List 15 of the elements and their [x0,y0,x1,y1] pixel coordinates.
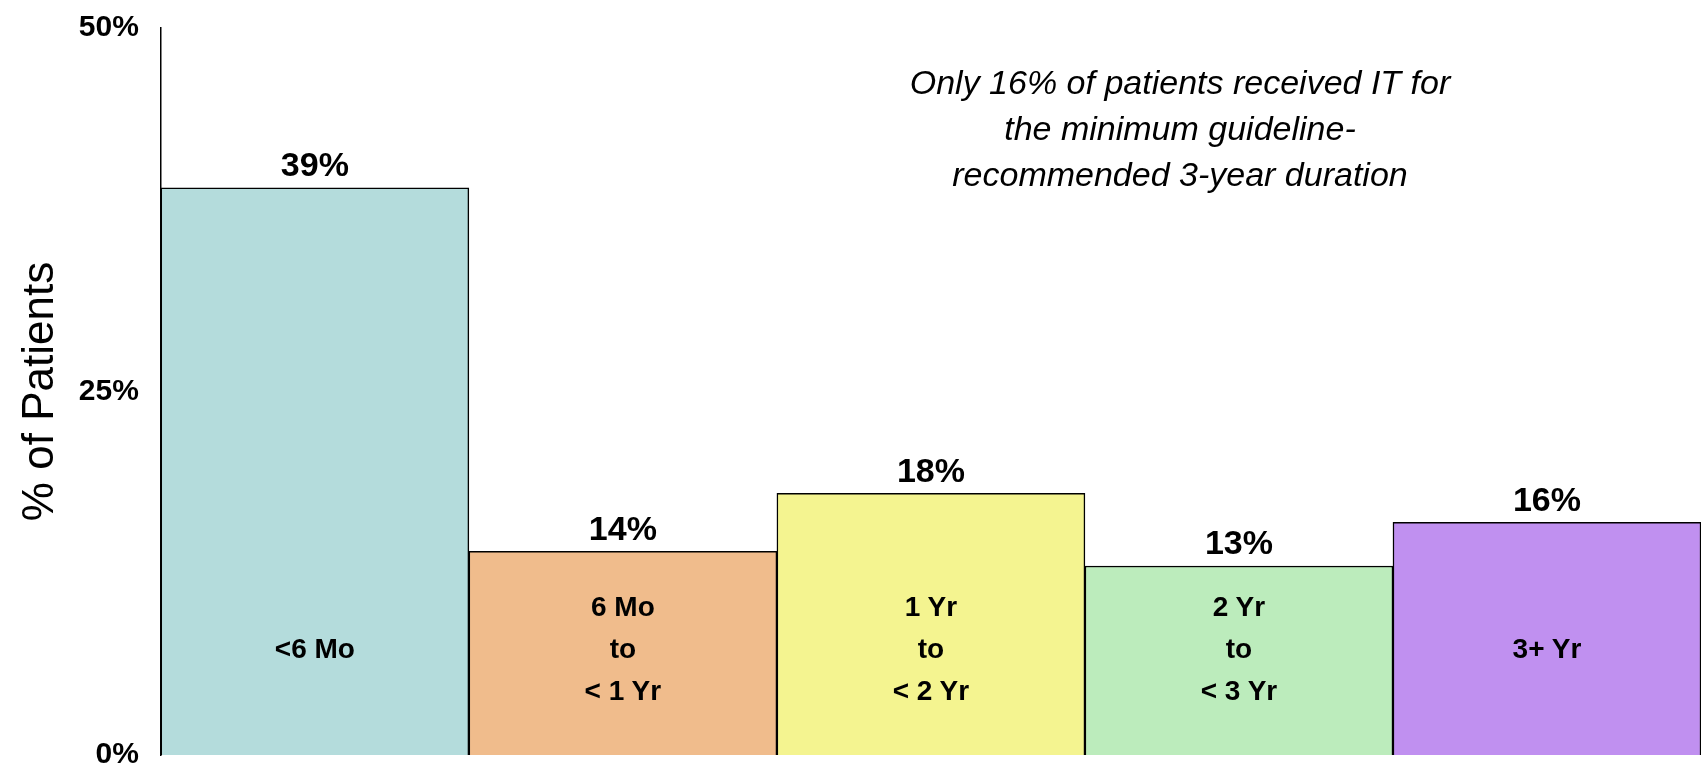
y-axis-title: % of Patients [12,261,62,522]
annotation: Only 16% of patients received IT for the minimum guideline- recommended 3-year duration [909,63,1452,194]
x-tick-label: 6 Mo to < 1 Yr [584,590,662,706]
data-label: 13% [1204,523,1273,562]
data-label: 16% [1512,479,1582,518]
x-tick-label: 3+ Yr [1512,632,1582,664]
y-tick-label: 25% [78,372,139,406]
x-tick-label: 1 Yr to < 2 Yr [892,590,970,706]
y-tick-label: 50% [78,9,139,43]
y-tick-label: 0% [95,736,139,770]
x-tick-label: 2 Yr to < 3 Yr [1200,590,1278,706]
data-label: 18% [896,450,965,489]
x-tick-label: <6 Mo [274,632,355,664]
data-label: 39% [280,145,349,184]
data-label: 14% [588,508,657,547]
